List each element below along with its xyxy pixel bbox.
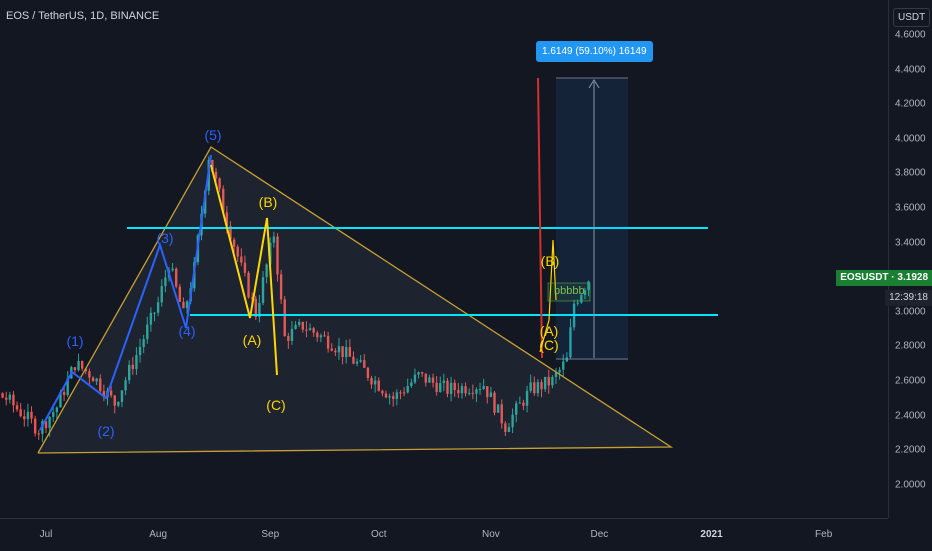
candle-body: [63, 392, 65, 395]
countdown-tag: 12:39:18: [885, 290, 932, 306]
price-tick-label: 4.6000: [895, 30, 926, 41]
wave-2-label: (2): [97, 423, 114, 439]
corr-a-label: (A): [243, 332, 262, 348]
price-tick-label: 4.0000: [895, 133, 926, 144]
wave-4-label: (4): [178, 323, 195, 339]
price-tick-label: 3.0000: [895, 306, 926, 317]
candle-body: [558, 370, 560, 373]
candle-body: [5, 398, 7, 400]
candle-body: [48, 417, 50, 428]
time-tick-label: Aug: [149, 529, 167, 540]
wave-5-label: (5): [204, 127, 221, 143]
time-tick-label: Feb: [815, 529, 832, 540]
candle-body: [52, 412, 54, 417]
price-tick-label: 3.6000: [895, 203, 926, 214]
note-text: bbbbb: [554, 285, 585, 297]
price-tick-label: 3.8000: [895, 168, 926, 179]
price-tick-label: 2.0000: [895, 479, 926, 490]
recent-b-label: (B): [541, 253, 560, 269]
time-tick-label: Jul: [40, 529, 53, 540]
candle-body: [16, 405, 18, 409]
price-tick-label: 2.6000: [895, 376, 926, 387]
price-tick-label: 4.2000: [895, 99, 926, 110]
candle-body: [23, 416, 25, 419]
wave-1-label: (1): [66, 333, 83, 349]
current-price-tag: EOSUSDT · 3.1928: [836, 270, 932, 286]
candle-body: [27, 412, 29, 419]
candle-body: [74, 367, 76, 370]
price-tick-label: 2.4000: [895, 410, 926, 421]
time-tick-label: Dec: [590, 529, 608, 540]
corr-b-label: (B): [259, 194, 278, 210]
time-tick-label: Nov: [482, 529, 500, 540]
candle-body: [1, 393, 3, 398]
symbol-title[interactable]: EOS / TetherUS, 1D, BINANCE: [6, 10, 159, 22]
candle-body: [19, 409, 21, 416]
wave-3-label: (3): [156, 230, 173, 246]
price-chart[interactable]: [0, 0, 888, 518]
price-tick-label: 3.4000: [895, 237, 926, 248]
candle-body: [12, 395, 14, 406]
candle-body: [562, 362, 564, 370]
corr-c-label: (C): [266, 397, 285, 413]
candle-body: [77, 361, 79, 370]
price-tick-label: 2.2000: [895, 445, 926, 456]
currency-badge[interactable]: USDT: [893, 8, 930, 27]
candle-body: [81, 361, 83, 369]
time-tick-label: 2021: [700, 529, 722, 540]
measure-box: [556, 78, 628, 360]
price-tick-label: 4.4000: [895, 64, 926, 75]
time-tick-label: Oct: [371, 529, 387, 540]
time-axis[interactable]: Jul Aug Sep Oct Nov Dec 2021 Feb: [0, 518, 888, 551]
candle-body: [38, 433, 40, 434]
price-axis[interactable]: USDT 4.6000 4.4000 4.2000 4.0000 3.8000 3.600…: [888, 0, 932, 518]
candle-body: [9, 395, 11, 400]
candle-body: [56, 407, 58, 412]
candle-body: [34, 419, 36, 434]
candle-body: [30, 412, 32, 419]
measure-label: 1.6149 (59.10%) 16149: [536, 41, 653, 62]
recent-c-label: (C): [539, 337, 558, 353]
time-tick-label: Sep: [261, 529, 279, 540]
price-tick-label: 2.8000: [895, 341, 926, 352]
chart-area[interactable]: EOS / TetherUS, 1D, BINANCE 1.6149 (59.1…: [0, 0, 888, 518]
